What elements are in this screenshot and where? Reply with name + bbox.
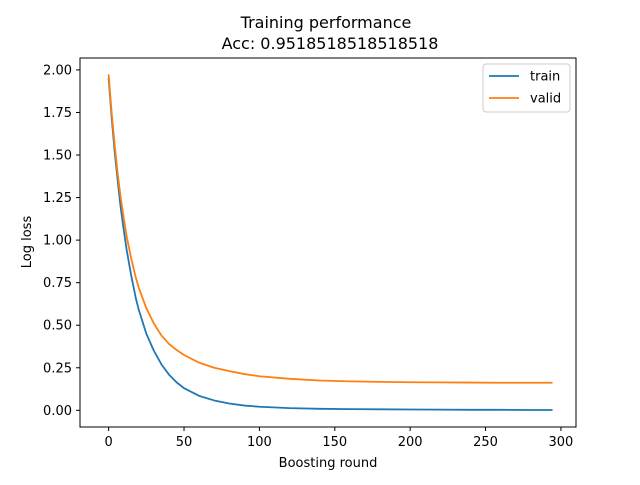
x-tick-label: 150: [322, 435, 347, 450]
x-tick-label: 0: [105, 435, 113, 450]
y-tick-label: 1.00: [43, 234, 72, 249]
y-tick-label: 0.75: [43, 276, 72, 291]
y-axis-ticks: 0.00 0.25 0.50 0.75 1.00 1.25 1.50 1.75 2.00: [43, 63, 80, 419]
series-line-train: [107, 77, 553, 411]
y-tick-label: 0.00: [43, 404, 72, 419]
x-tick-label: 250: [473, 435, 498, 450]
y-tick-label: 0.25: [43, 361, 72, 376]
series-line-valid: [107, 74, 553, 384]
legend-items: train valid: [489, 70, 561, 107]
plot-frame: [79, 57, 577, 428]
chart-title: Training performance: [240, 13, 412, 32]
y-tick-label: 1.50: [43, 149, 72, 164]
x-tick-label: 100: [247, 435, 272, 450]
y-tick-label: 2.00: [43, 63, 72, 78]
y-axis-label: Log loss: [20, 216, 35, 269]
legend-label-train: train: [530, 70, 560, 85]
x-tick-label: 300: [549, 435, 574, 450]
x-tick-label: 200: [398, 435, 423, 450]
y-tick-label: 1.25: [43, 191, 72, 206]
x-axis-ticks: 0 50 100 150 200 250 300: [105, 427, 574, 450]
chart-subtitle: Acc: 0.9518518518518518: [222, 34, 439, 53]
series-layer: [107, 74, 553, 411]
y-tick-label: 1.75: [43, 106, 72, 121]
x-axis-label: Boosting round: [279, 456, 378, 471]
y-tick-label: 0.50: [43, 319, 72, 334]
legend: train valid: [482, 63, 571, 113]
x-tick-label: 50: [176, 435, 193, 450]
legend-label-valid: valid: [530, 92, 561, 107]
